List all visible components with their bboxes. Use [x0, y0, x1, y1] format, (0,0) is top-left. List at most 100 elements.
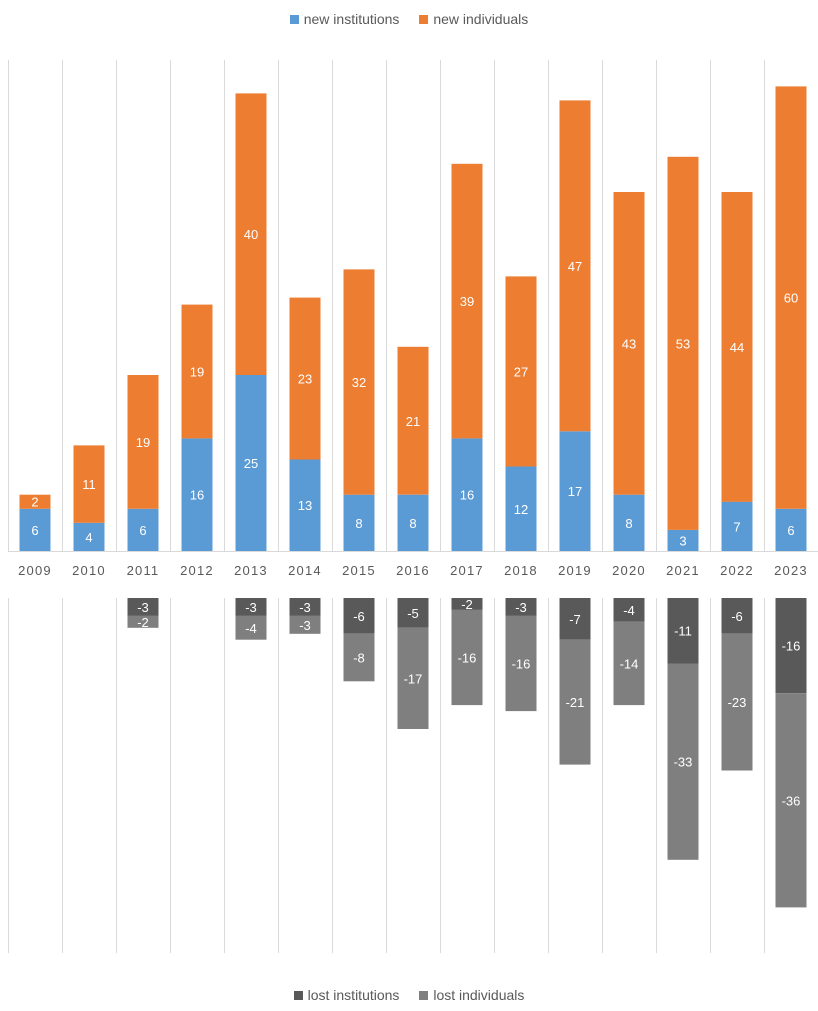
bar-new-institutions — [73, 522, 105, 551]
bar-new-institutions — [235, 375, 267, 551]
data-label-lost-individuals: -36 — [782, 793, 801, 808]
data-label-new-individuals: 53 — [676, 336, 690, 351]
data-label-lost-institutions: -16 — [782, 639, 801, 654]
data-label-lost-institutions: -3 — [515, 600, 527, 615]
bar-lost-institutions — [127, 598, 159, 616]
bar-new-institutions — [343, 494, 375, 551]
bar-lost-individuals — [559, 639, 591, 765]
x-tick-label: 2021 — [666, 563, 700, 578]
data-label-new-individuals: 44 — [730, 340, 744, 355]
bar-new-individuals — [235, 93, 267, 376]
data-label-new-institutions: 3 — [679, 533, 686, 548]
legend-swatch-lost-institutions — [293, 991, 303, 1000]
data-label-new-institutions: 25 — [244, 456, 258, 471]
bar-lost-individuals — [505, 615, 537, 712]
bar-new-individuals — [775, 86, 807, 509]
bar-lost-individuals — [613, 621, 645, 706]
bar-new-individuals — [505, 276, 537, 467]
bar-lost-institutions — [289, 598, 321, 616]
legend-label-lost-individuals: lost individuals — [433, 987, 525, 1003]
data-label-lost-individuals: -16 — [458, 651, 477, 666]
bar-new-institutions — [19, 508, 51, 551]
legend-label-new-individuals: new individuals — [433, 11, 529, 27]
data-label-new-institutions: 8 — [409, 516, 416, 531]
legend-label-new-institutions: new institutions — [303, 11, 400, 27]
bar-lost-individuals — [343, 633, 375, 682]
data-label-new-institutions: 12 — [514, 502, 528, 517]
bar-new-individuals — [343, 269, 375, 495]
x-tick-label: 2019 — [558, 563, 592, 578]
legend-swatch-new-individuals — [419, 15, 429, 24]
bar-new-individuals — [397, 346, 429, 495]
bar-new-individuals — [181, 304, 213, 439]
data-label-lost-institutions: -7 — [569, 612, 581, 627]
x-tick-label: 2009 — [18, 563, 52, 578]
bar-new-institutions — [181, 438, 213, 551]
bar-new-institutions — [721, 501, 753, 551]
data-label-lost-institutions: -4 — [623, 603, 635, 618]
legend-item-new-institutions: new institutions — [289, 11, 400, 27]
bar-lost-individuals — [397, 627, 429, 729]
legend-swatch-lost-individuals — [419, 991, 429, 1000]
data-label-lost-institutions: -6 — [353, 609, 365, 624]
x-tick-label: 2011 — [127, 563, 160, 578]
bar-new-institutions — [505, 466, 537, 551]
data-label-new-institutions: 7 — [733, 519, 740, 534]
data-label-new-individuals: 32 — [352, 375, 366, 390]
data-label-new-institutions: 6 — [31, 523, 38, 538]
data-label-lost-institutions: -3 — [137, 600, 149, 615]
data-label-new-institutions: 8 — [625, 516, 632, 531]
bar-lost-institutions — [559, 598, 591, 640]
x-tick-label: 2022 — [720, 563, 754, 578]
bar-lost-institutions — [505, 598, 537, 616]
bar-lost-individuals — [235, 615, 267, 640]
x-tick-label: 2017 — [450, 563, 484, 578]
bar-lost-institutions — [667, 598, 699, 664]
data-label-lost-individuals: -8 — [353, 651, 365, 666]
data-label-new-individuals: 40 — [244, 227, 258, 242]
data-label-new-individuals: 19 — [136, 435, 150, 450]
data-label-new-individuals: 21 — [406, 414, 420, 429]
data-label-lost-individuals: -23 — [728, 695, 747, 710]
data-label-lost-institutions: -2 — [461, 597, 473, 612]
bar-new-institutions — [667, 529, 699, 551]
data-label-new-individuals: 47 — [568, 259, 582, 274]
bar-lost-individuals — [451, 609, 483, 706]
data-label-new-institutions: 17 — [568, 484, 582, 499]
data-label-lost-institutions: -6 — [731, 609, 743, 624]
legend-swatch-new-institutions — [289, 15, 299, 24]
data-label-lost-individuals: -3 — [299, 618, 311, 633]
bar-lost-individuals — [775, 693, 807, 908]
bar-new-institutions — [613, 494, 645, 551]
bar-new-institutions — [289, 459, 321, 551]
data-label-new-individuals: 39 — [460, 294, 474, 309]
bar-lost-individuals — [667, 663, 699, 860]
bar-new-individuals — [613, 192, 645, 495]
data-label-new-individuals: 43 — [622, 336, 636, 351]
legend-bottom: lost institutions lost individuals — [0, 987, 818, 1003]
bar-lost-institutions — [721, 598, 753, 634]
bar-new-institutions — [451, 438, 483, 551]
bar-lost-institutions — [613, 598, 645, 622]
bar-new-institutions — [127, 508, 159, 551]
legend-label-lost-institutions: lost institutions — [307, 987, 400, 1003]
x-tick-label: 2014 — [288, 563, 322, 578]
x-tick-label: 2023 — [774, 563, 808, 578]
data-label-new-institutions: 6 — [139, 523, 146, 538]
legend-top: new institutions new individuals — [0, 11, 818, 27]
data-label-new-institutions: 16 — [460, 488, 474, 503]
legend-item-lost-individuals: lost individuals — [419, 987, 524, 1003]
data-label-lost-individuals: -2 — [137, 615, 149, 630]
data-label-lost-individuals: -4 — [245, 621, 257, 636]
bar-new-institutions — [775, 508, 807, 551]
data-label-lost-individuals: -17 — [404, 671, 423, 686]
bar-lost-institutions — [451, 598, 483, 610]
bar-lost-institutions — [775, 598, 807, 694]
bar-new-institutions — [559, 431, 591, 551]
x-tick-label: 2015 — [342, 563, 376, 578]
bar-new-individuals — [721, 192, 753, 502]
bar-lost-individuals — [127, 615, 159, 628]
data-label-new-institutions: 8 — [355, 516, 362, 531]
